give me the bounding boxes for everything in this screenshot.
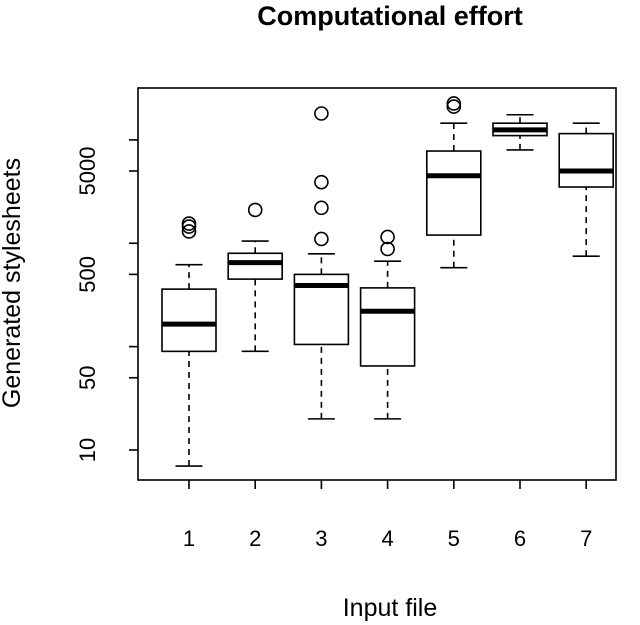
boxes: [161, 96, 615, 467]
outlier-point: [247, 202, 263, 218]
box-series-5: [425, 96, 482, 269]
x-tick-label: 4: [381, 526, 393, 551]
y-tick-label: 10: [75, 438, 100, 462]
box-iqr: [161, 288, 217, 353]
outlier-point: [446, 99, 462, 114]
y-tick-label: 5000: [75, 147, 100, 196]
box-series-1: [161, 216, 217, 467]
box-iqr: [359, 287, 416, 367]
x-tick-label: 5: [448, 526, 460, 551]
outlier-point: [314, 231, 329, 247]
x-tick-label: 3: [315, 526, 327, 551]
box-series-7: [558, 122, 615, 257]
outlier-point: [380, 241, 395, 257]
plot-frame: [137, 87, 617, 481]
outlier-point: [314, 106, 329, 121]
box-iqr: [558, 132, 615, 188]
outlier-point: [380, 229, 395, 245]
x-axis-label: Input file: [343, 594, 438, 622]
outlier-point: [314, 174, 329, 190]
box-series-4: [359, 229, 416, 420]
x-tick-label: 2: [249, 526, 261, 551]
box-series-6: [492, 113, 548, 151]
x-tick-label: 1: [183, 526, 195, 551]
box-iqr: [227, 252, 283, 280]
outlier-point: [314, 200, 329, 216]
x-tick-label: 7: [580, 526, 592, 551]
outlier-point: [446, 96, 462, 111]
y-axis-label: Generated stylesheets: [0, 158, 26, 408]
chart-title: Computational effort: [257, 1, 522, 31]
box-series-2: [227, 202, 283, 353]
x-tick-label: 6: [514, 526, 526, 551]
outlier-point: [181, 224, 197, 239]
box-iqr: [425, 150, 482, 236]
outlier-point: [181, 216, 197, 231]
y-tick-label: 50: [75, 366, 100, 390]
axes: 10 50 500 5000 1 2 3 4 5 6 7: [75, 139, 592, 551]
box-series-3: [293, 106, 350, 420]
y-tick-label: 500: [75, 256, 100, 293]
